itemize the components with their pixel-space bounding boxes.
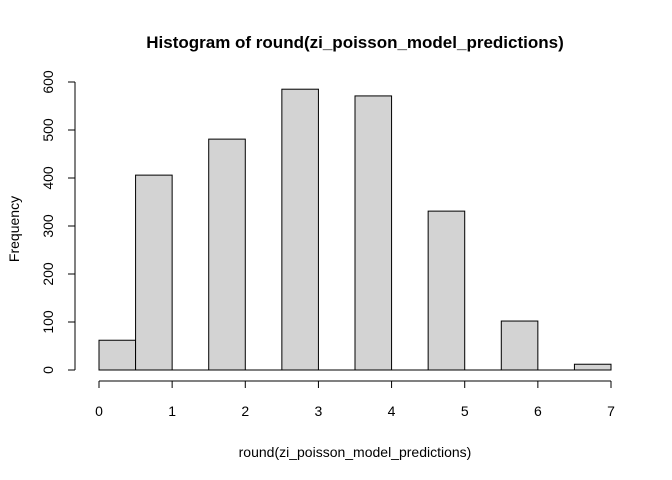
chart-title: Histogram of round(zi_poisson_model_pred… bbox=[146, 33, 563, 52]
y-tick-label: 100 bbox=[40, 310, 56, 334]
y-axis-label: Frequency bbox=[6, 196, 22, 262]
x-tick-label: 4 bbox=[388, 403, 396, 419]
histogram-bar bbox=[281, 88, 319, 371]
x-tick-label: 5 bbox=[461, 403, 469, 419]
histogram-bar bbox=[573, 363, 612, 371]
histogram-bar bbox=[208, 138, 246, 371]
x-axis-label: round(zi_poisson_model_predictions) bbox=[239, 444, 472, 460]
y-tick-label: 600 bbox=[40, 70, 56, 94]
x-tick-label: 6 bbox=[534, 403, 542, 419]
x-tick-label: 2 bbox=[241, 403, 249, 419]
y-tick-label: 500 bbox=[40, 118, 56, 142]
x-tick-label: 1 bbox=[168, 403, 176, 419]
histogram-bar bbox=[354, 95, 393, 371]
y-tick-label: 0 bbox=[40, 366, 56, 374]
y-tick-label: 300 bbox=[40, 214, 56, 238]
x-tick-label: 0 bbox=[95, 403, 103, 419]
x-tick-label: 7 bbox=[607, 403, 615, 419]
y-tick-label: 400 bbox=[40, 166, 56, 190]
x-axis: 0 1 2 3 4 5 6 7 bbox=[95, 380, 615, 419]
bars-group bbox=[98, 88, 612, 371]
y-tick-label: 200 bbox=[40, 262, 56, 286]
y-axis: 0 100 200 300 400 500 600 bbox=[40, 70, 76, 374]
histogram-bar bbox=[135, 174, 173, 371]
histogram-bar bbox=[98, 339, 137, 371]
histogram-bar bbox=[500, 320, 539, 371]
histogram-bar bbox=[427, 210, 466, 371]
x-tick-label: 3 bbox=[315, 403, 323, 419]
